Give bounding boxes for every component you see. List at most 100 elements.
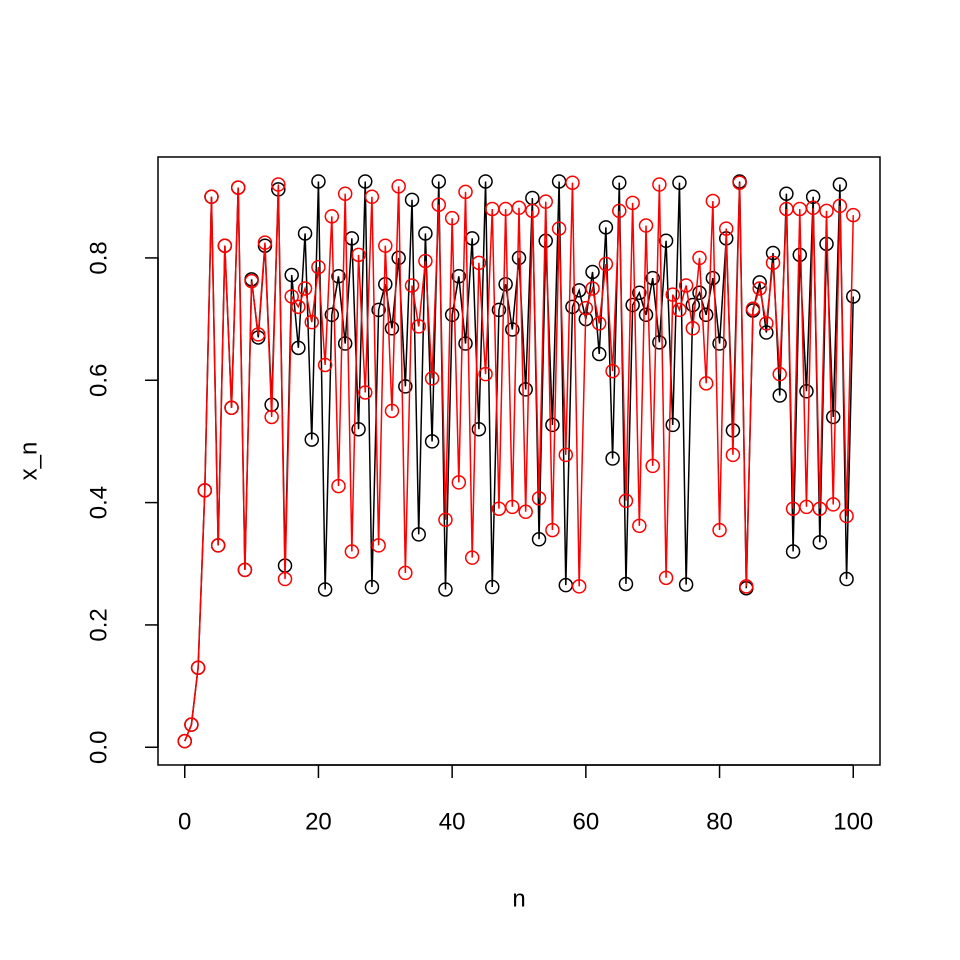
point <box>612 175 627 190</box>
point <box>785 544 801 559</box>
y-tick-label: 0.0 <box>85 731 112 764</box>
point <box>438 582 453 597</box>
point <box>357 385 373 400</box>
point <box>585 281 600 296</box>
point <box>565 175 580 190</box>
point <box>505 499 520 515</box>
point <box>371 302 386 318</box>
point <box>224 400 239 416</box>
point <box>739 579 754 594</box>
point <box>391 250 406 266</box>
point <box>344 544 360 559</box>
point <box>825 497 841 512</box>
point <box>805 189 821 205</box>
point <box>184 717 199 732</box>
point <box>331 478 346 494</box>
point <box>665 417 681 433</box>
point <box>712 522 727 538</box>
point <box>805 200 821 216</box>
point <box>698 376 714 391</box>
point <box>692 285 707 301</box>
point <box>404 278 420 293</box>
point <box>658 233 674 249</box>
point <box>545 417 560 433</box>
point <box>712 336 727 351</box>
x-tick-label: 60 <box>573 808 600 835</box>
point <box>792 247 808 263</box>
point <box>591 316 607 331</box>
point <box>251 327 266 342</box>
point <box>451 475 467 490</box>
point <box>571 579 587 594</box>
point <box>765 255 781 271</box>
y-tick-label: 0.6 <box>85 364 112 397</box>
point <box>518 382 533 397</box>
x-axis-label: n <box>512 885 525 912</box>
point <box>324 307 340 323</box>
point <box>458 336 473 351</box>
point <box>424 434 440 449</box>
point <box>825 409 841 425</box>
point <box>832 198 848 214</box>
point <box>578 300 594 316</box>
point <box>625 195 640 211</box>
point <box>511 250 527 266</box>
point <box>745 301 761 316</box>
point <box>732 175 747 190</box>
y-tick-label: 0.2 <box>85 608 112 641</box>
point <box>197 483 213 498</box>
point <box>505 322 520 337</box>
point <box>846 207 861 223</box>
point <box>685 297 701 313</box>
point <box>204 189 219 205</box>
point <box>839 508 854 524</box>
point <box>404 192 420 208</box>
point <box>672 302 687 318</box>
point <box>324 209 340 224</box>
x-tick-label: 0 <box>178 808 191 835</box>
point <box>531 532 547 547</box>
point <box>819 203 834 219</box>
point <box>230 180 246 195</box>
plot-box <box>157 156 881 766</box>
point <box>485 579 500 595</box>
point <box>371 538 386 553</box>
point <box>618 576 634 592</box>
point <box>304 432 320 447</box>
point <box>511 200 527 216</box>
point <box>424 371 440 386</box>
point <box>812 535 828 550</box>
point <box>645 458 660 474</box>
point <box>277 571 293 587</box>
point <box>652 335 667 350</box>
point <box>491 302 507 318</box>
series-line <box>184 181 855 742</box>
point <box>718 221 734 236</box>
point <box>444 307 460 323</box>
point <box>411 527 426 542</box>
point <box>331 269 346 284</box>
point <box>411 319 426 334</box>
point <box>632 518 647 534</box>
point <box>618 493 634 509</box>
y-axis-label: x_n <box>15 442 42 481</box>
point <box>672 175 687 190</box>
point <box>612 203 627 219</box>
point <box>471 421 487 437</box>
point <box>698 307 714 323</box>
point <box>518 504 533 520</box>
point <box>759 316 774 331</box>
point <box>591 346 607 362</box>
point <box>458 184 473 200</box>
x-tick-label: 20 <box>305 808 332 835</box>
point <box>237 562 253 578</box>
point <box>585 264 600 280</box>
point <box>471 255 487 271</box>
y-tick-label: 0.4 <box>85 486 112 519</box>
y-tick-label: 0.8 <box>85 241 112 274</box>
point <box>364 579 380 595</box>
point <box>638 218 654 233</box>
point <box>284 289 299 304</box>
point <box>357 174 373 189</box>
